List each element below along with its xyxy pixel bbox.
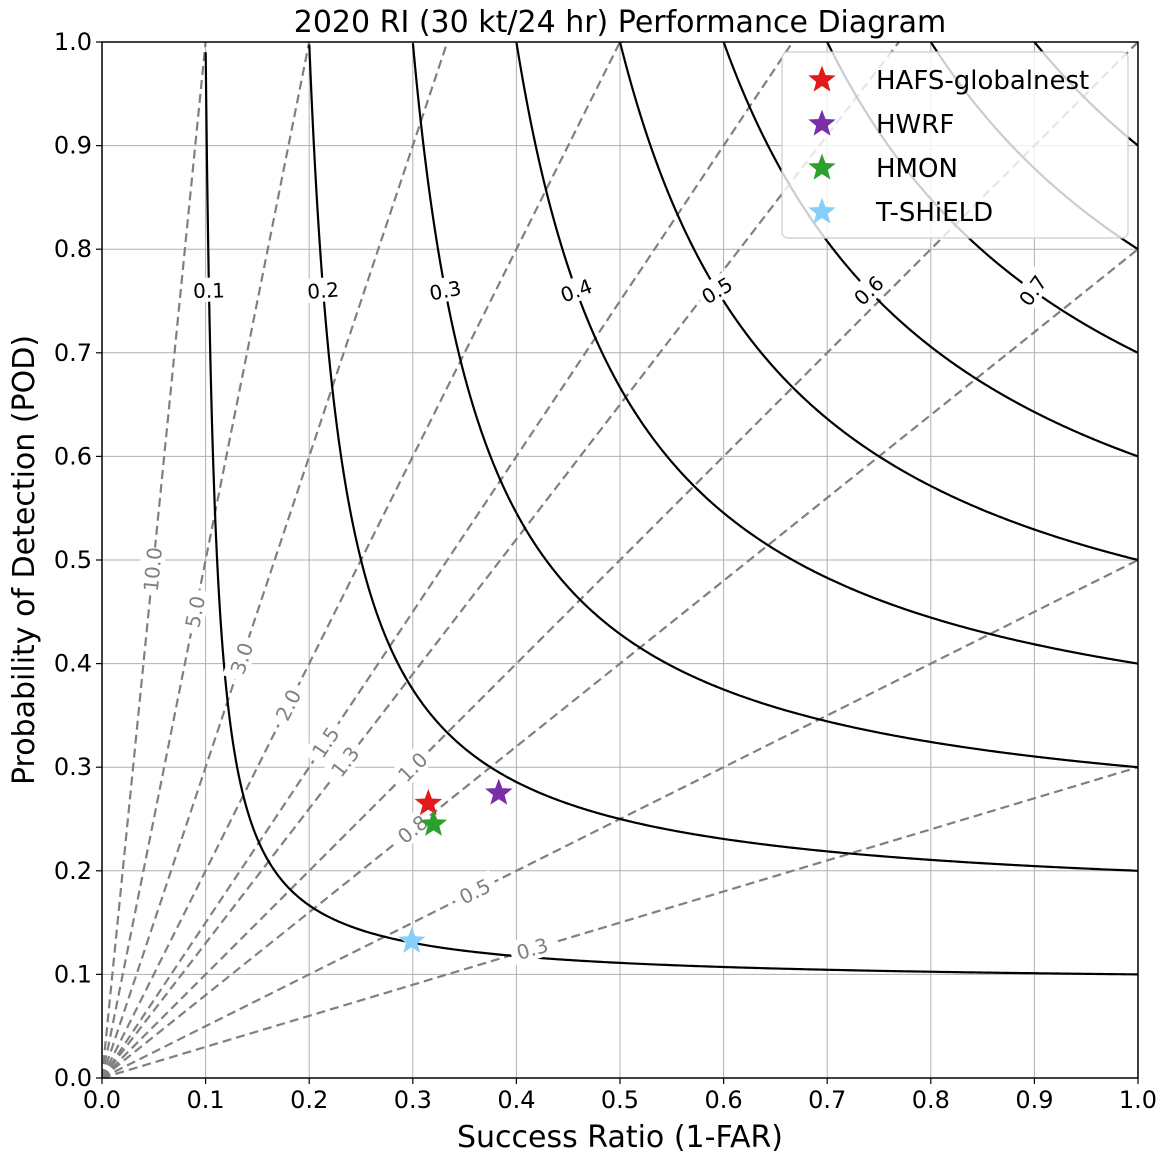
bias-line — [102, 42, 900, 1078]
y-tick-label: 1.0 — [54, 28, 92, 56]
csi-label-bg — [553, 271, 599, 308]
y-tick-label: 0.5 — [54, 546, 92, 574]
y-tick-label: 0.3 — [54, 753, 92, 781]
x-tick-label: 0.5 — [601, 1086, 639, 1114]
bias-label-bg — [388, 742, 437, 791]
data-point — [414, 789, 443, 816]
bias-label-bg — [449, 870, 500, 912]
x-tick-label: 0.0 — [83, 1086, 121, 1114]
legend-marker — [808, 109, 836, 136]
y-tick-label: 0.6 — [54, 442, 92, 470]
bias-line — [102, 248, 1138, 1078]
bias-line — [102, 42, 449, 1078]
legend-label: HMON — [876, 154, 958, 184]
tick-labels: 0.00.0 0.1 0.1 0.2 0.2 0.3 0.3 0.4 0.4 0.5 0.5 0.6 0… — [54, 28, 1157, 1114]
csi-label-bg — [693, 269, 740, 311]
data-points — [398, 778, 513, 953]
bias-label: 2.0 — [267, 679, 309, 730]
bias-label-bg — [507, 930, 557, 966]
data-point — [398, 926, 426, 953]
csi-label: 0.2 — [302, 276, 345, 304]
x-tick-label: 0.9 — [1015, 1086, 1053, 1114]
csi-contour — [515, 42, 1138, 665]
csi-label-text: 0.1 — [193, 278, 225, 303]
x-tick-label: 0.3 — [394, 1086, 432, 1114]
bias-label-bg — [267, 679, 309, 730]
bias-label-bg — [137, 546, 166, 593]
csi-contour — [308, 44, 1138, 872]
csi-labels: 0.1 0.2 0.3 0.4 0.5 0.6 0.7 — [188, 266, 1054, 314]
x-tick-label: 0.7 — [808, 1086, 846, 1114]
bias-label-bg — [387, 805, 437, 852]
y-tick-label: 0.4 — [54, 650, 92, 678]
legend-marker — [808, 65, 836, 92]
csi-label: 0.4 — [553, 271, 599, 308]
csi-contour — [411, 43, 1138, 769]
x-tick-label: 0.2 — [290, 1086, 328, 1114]
x-tick-label: 0.6 — [705, 1086, 743, 1114]
legend-box — [781, 51, 1129, 239]
bias-label-bg — [178, 587, 211, 636]
legend-marker — [808, 197, 836, 224]
legend-label: HWRF — [876, 110, 954, 140]
x-tick-label: 1.0 — [1119, 1086, 1157, 1114]
csi-label: 0.7 — [1010, 266, 1054, 314]
bias-label-bg — [222, 633, 260, 683]
csi-label-bg — [1010, 266, 1054, 314]
bias-label: 0.3 — [507, 930, 557, 966]
csi-label-bg — [188, 277, 230, 303]
csi-label-bg — [423, 274, 468, 306]
x-tick-label: 0.1 — [187, 1086, 225, 1114]
bias-label: 5.0 — [178, 587, 211, 636]
bias-label: 3.0 — [222, 633, 260, 683]
data-point — [419, 809, 448, 836]
data-point — [485, 778, 513, 805]
bias-line — [102, 766, 1138, 1078]
csi-contour — [619, 42, 1138, 562]
legend-marker — [808, 153, 836, 180]
x-axis-label: Success Ratio (1-FAR) — [457, 1120, 783, 1155]
bias-line — [102, 42, 311, 1078]
csi-label-text: 0.3 — [427, 276, 463, 306]
y-tick-label: 0.2 — [54, 857, 92, 885]
bias-label-text: 10.0 — [139, 546, 167, 593]
legend-label: T-SHiELD — [875, 198, 993, 228]
bias-label: 0.5 — [449, 870, 500, 912]
y-tick-label: 0.8 — [54, 235, 92, 263]
csi-label: 0.3 — [423, 274, 468, 306]
y-tick-label: 0.7 — [54, 339, 92, 367]
bias-label-bg — [321, 736, 368, 786]
y-tick-label: 0.1 — [54, 960, 92, 988]
csi-label-text: 0.2 — [306, 277, 340, 304]
y-tick-label: 0.9 — [54, 132, 92, 160]
legend: HAFS-globalnest HWRF HMON T-SHiELD — [781, 51, 1129, 239]
legend-label: HAFS-globalnest — [876, 66, 1089, 96]
bias-label-text: 0.3 — [514, 933, 551, 965]
bias-label-bg — [302, 716, 348, 767]
csi-label: 0.1 — [188, 277, 230, 303]
x-tick-label: 0.4 — [497, 1086, 535, 1114]
csi-label: 0.5 — [693, 269, 740, 311]
y-axis-label: Probability of Detection (POD) — [7, 335, 42, 785]
chart-title: 2020 RI (30 kt/24 hr) Performance Diagra… — [294, 5, 947, 40]
bias-labels: 0.30.50.81.01.31.52.03.05.010.0 — [137, 546, 557, 966]
bias-label: 10.0 — [137, 546, 167, 593]
csi-label-bg — [845, 267, 891, 313]
y-tick-label: 0.0 — [54, 1064, 92, 1092]
csi-label-bg — [302, 276, 345, 304]
x-tick-label: 0.8 — [912, 1086, 950, 1114]
